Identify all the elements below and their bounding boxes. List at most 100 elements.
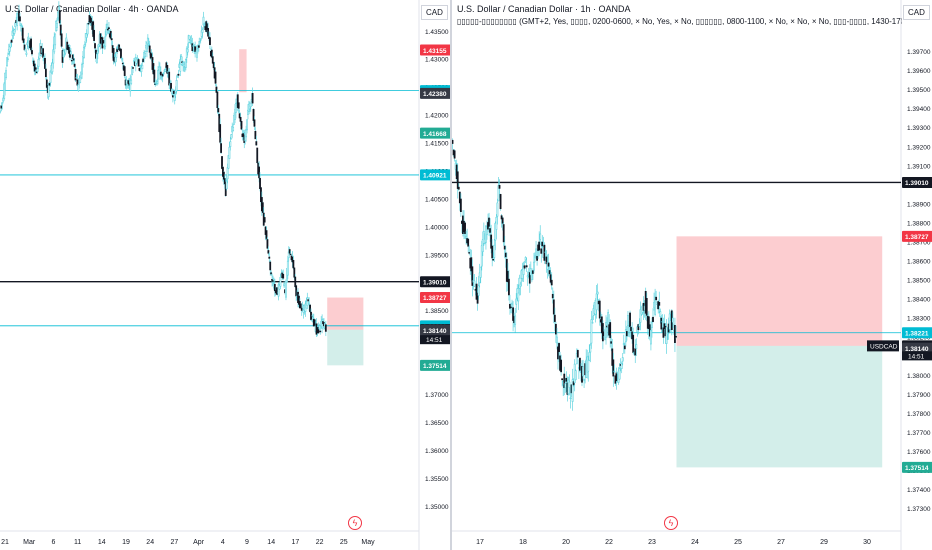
x-tick-label: 24 (691, 539, 699, 546)
x-tick-label: 27 (777, 539, 785, 546)
chart-1h-svg[interactable]: 1.39700 1.39600 1.39500 1.39400 1.39300 1.392… (452, 0, 932, 550)
candle-body (240, 120, 243, 130)
candle-body (199, 39, 202, 41)
flash-icon[interactable]: ϟ (664, 516, 678, 530)
y-tick-label: 1.39500 (907, 87, 931, 94)
y-tick-label: 1.38800 (907, 220, 931, 227)
countdown-text: 14:51 (908, 353, 925, 360)
candle-body (551, 293, 554, 299)
x-tick-label: 23 (648, 539, 656, 546)
candle-body (4, 73, 6, 91)
candle-body (489, 228, 492, 233)
candle-body (5, 70, 7, 78)
candle-body (203, 22, 206, 25)
candle-body (96, 50, 99, 54)
chart-title: U.S. Dollar / Canadian Dollar · 4h · OAN… (5, 4, 179, 14)
candle-body (659, 311, 662, 317)
candle-body (30, 38, 32, 51)
candle-body (511, 302, 513, 305)
x-tick-label: 17 (476, 539, 484, 546)
candle-body (137, 59, 140, 67)
candle-body (9, 42, 12, 48)
take-profit-zone (327, 329, 364, 366)
candle-body (202, 16, 205, 26)
x-tick-label: 22 (605, 539, 613, 546)
candle-body (324, 324, 327, 332)
candle-body (662, 327, 665, 338)
candle-body (177, 73, 180, 76)
candle-body (123, 66, 126, 76)
price-label-text: 1.40921 (423, 173, 447, 180)
candle-body (595, 293, 598, 311)
currency-label[interactable]: CAD (421, 5, 448, 20)
x-tick-label: 24 (146, 539, 154, 546)
y-tick-label: 1.40500 (425, 196, 449, 203)
candle-body (549, 274, 552, 283)
candle-body (504, 252, 507, 258)
candle-body (626, 331, 628, 337)
price-label-bg (902, 230, 932, 242)
candle-body (82, 46, 85, 59)
candle-body (171, 88, 173, 94)
candle-body (201, 29, 204, 33)
x-tick-label: 25 (734, 539, 742, 546)
x-tick-label: 9 (245, 539, 249, 546)
candle-body (253, 119, 256, 127)
chart-4h-svg[interactable]: 1.435001.430001.425001.420001.415001.410… (0, 0, 450, 550)
x-tick-label: 19 (122, 539, 130, 546)
candle-body (561, 378, 564, 381)
candle-body (249, 102, 252, 108)
candle-body (56, 22, 58, 28)
candle-body (674, 325, 676, 343)
candle-body (293, 267, 296, 278)
candle-body (34, 67, 37, 70)
candle-body (622, 343, 625, 345)
candle-body (452, 139, 454, 144)
candle-body (14, 22, 17, 28)
candle-body (471, 266, 474, 286)
price-label-bg (902, 176, 932, 188)
candle-body (47, 84, 50, 98)
candle-body (508, 278, 510, 296)
candle-body (666, 332, 669, 335)
x-tick-label: 6 (51, 539, 55, 546)
candle-body (162, 72, 165, 75)
candle-body (141, 64, 144, 70)
candle-body (268, 256, 271, 259)
candle-body (186, 48, 189, 53)
chart-pane-1h[interactable]: U.S. Dollar / Canadian Dollar · 1h · OAN… (452, 0, 932, 550)
candle-body (596, 291, 599, 295)
candle-body (319, 330, 322, 333)
candle-body (560, 359, 563, 373)
candle-body (110, 38, 113, 41)
candle-body (159, 71, 162, 76)
currency-label[interactable]: CAD (903, 5, 930, 20)
candle-body (572, 381, 575, 386)
x-tick-label: 25 (340, 539, 348, 546)
candle-body (64, 48, 67, 54)
price-label: 1.42380 (420, 87, 450, 99)
symbol-tag-bg (867, 340, 899, 352)
indicator-legend[interactable]: ▯▯▯▯▯-▯▯▯▯▯▯▯▯ (GMT+2, Yes, ▯▯▯▯, 0200-0… (457, 17, 902, 26)
candle-body (564, 383, 567, 389)
pane-divider[interactable] (450, 0, 452, 550)
candle-body (211, 56, 214, 64)
candle-body (72, 58, 75, 61)
candle-body (652, 316, 654, 322)
candle-body (547, 262, 550, 267)
candle-body (71, 54, 74, 59)
candle-body (184, 59, 187, 68)
price-label: 1.39010 (420, 276, 450, 288)
flash-icon[interactable]: ϟ (348, 516, 362, 530)
candle-body (192, 45, 195, 47)
candle-body (130, 79, 133, 85)
candle-body (611, 348, 614, 366)
chart-pane-4h[interactable]: U.S. Dollar / Canadian Dollar · 4h · OAN… (0, 0, 450, 550)
candle-body (536, 256, 539, 261)
candle-body (147, 43, 150, 46)
candle-body (482, 230, 485, 244)
candle-body (627, 315, 629, 327)
candle-body (523, 265, 526, 269)
candle-body (246, 119, 248, 131)
candle-body (190, 40, 193, 42)
